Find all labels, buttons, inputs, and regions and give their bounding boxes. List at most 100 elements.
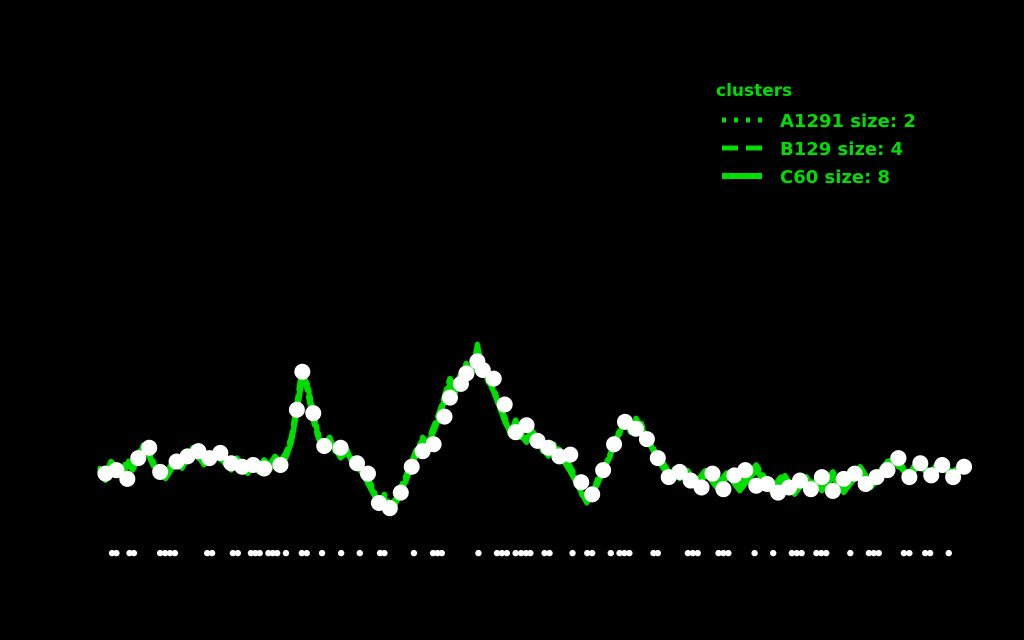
rug-tick (654, 549, 662, 557)
scatter-marker (606, 436, 623, 453)
rug-tick (588, 549, 596, 557)
rug-tick (108, 549, 116, 557)
scatter-marker (496, 396, 513, 413)
scatter-marker (349, 455, 366, 472)
rug-tick (130, 549, 138, 557)
scatter-marker (305, 405, 322, 422)
scatter-marker (212, 444, 229, 461)
rug-tick (269, 549, 277, 557)
rug-tick (900, 549, 908, 557)
legend-entry-2[interactable]: C60 size: 8 (722, 167, 890, 188)
rug-tick (823, 549, 830, 557)
scatter-marker (332, 439, 349, 456)
scatter-marker (704, 465, 721, 482)
scatter-marker (474, 362, 491, 378)
rug-tick (298, 549, 305, 557)
rug-tick (813, 549, 820, 557)
rug-tick (906, 549, 913, 557)
rug-tick (303, 549, 310, 557)
scatter-marker (436, 408, 453, 425)
rug-tick (770, 549, 777, 557)
scatter-marker (119, 470, 136, 487)
rug-tick (512, 549, 519, 557)
scatter-marker (923, 467, 940, 484)
scatter-marker (442, 389, 458, 406)
scatter-marker (381, 500, 398, 517)
rug-tick (161, 549, 169, 557)
rug-tick (788, 549, 795, 557)
scatter-marker (737, 462, 754, 479)
rug-tick (798, 549, 805, 557)
rug-tick (725, 549, 732, 557)
rug-tick (720, 549, 727, 557)
scatter-marker (108, 462, 125, 479)
scatter-marker (573, 474, 590, 491)
scatter-marker (824, 482, 841, 499)
scatter-marker (879, 462, 896, 479)
rug-tick (376, 549, 384, 557)
rug-tick (870, 549, 878, 557)
rug-tick (546, 549, 553, 557)
scatter-marker (627, 420, 644, 437)
rug-tick (621, 549, 628, 557)
rug-tick (715, 549, 722, 557)
scatter-marker (792, 472, 808, 489)
rug-tick (498, 549, 506, 557)
scatter-marker (485, 370, 502, 387)
rug-tick (410, 549, 418, 557)
scatter-marker (912, 455, 929, 472)
scatter-marker (359, 465, 376, 482)
scatter-marker (934, 457, 951, 473)
scatter-marker (715, 481, 732, 498)
rug-tick (252, 549, 259, 557)
scatter-marker (638, 431, 655, 448)
rug-tick (318, 549, 326, 557)
rug-tick (865, 549, 873, 557)
rug-tick (438, 549, 445, 557)
rug-tick (527, 549, 534, 557)
scatter-marker (288, 401, 305, 418)
rug-tick (751, 549, 758, 557)
scatter-marker (901, 469, 918, 486)
scatter-marker (562, 446, 579, 463)
rug-tick (126, 549, 133, 557)
scatter-marker (846, 465, 863, 482)
legend-label-b129: B129 size: 4 (780, 139, 903, 160)
scatter-marker (141, 439, 158, 456)
scatter-marker (813, 469, 830, 486)
rug-tick (945, 549, 952, 557)
rug-tick (475, 549, 482, 557)
rug-tick (818, 549, 825, 557)
rug-plot-layer (108, 549, 952, 557)
rug-tick (926, 549, 934, 557)
scatter-marker (392, 484, 409, 501)
rug-tick (273, 549, 281, 557)
rug-tick (156, 549, 164, 557)
rug-tick (356, 549, 363, 557)
scatter-marker (130, 450, 147, 467)
scatter-marker (316, 438, 333, 454)
rug-tick (626, 549, 633, 557)
scatter-marker (272, 457, 289, 473)
legend-entry-0[interactable]: A1291 size: 2 (722, 111, 916, 132)
rug-tick (434, 549, 441, 557)
rug-tick (847, 549, 854, 557)
rug-tick (684, 549, 692, 557)
rug-tick (689, 549, 697, 557)
rug-tick (166, 549, 174, 557)
scatter-marker (945, 469, 962, 486)
legend-title: clusters (716, 81, 792, 101)
rug-tick (208, 549, 216, 557)
rug-tick (256, 549, 263, 557)
scatter-marker (294, 363, 311, 380)
scatter-marker (425, 436, 442, 453)
scatter-marker (649, 450, 666, 467)
scatter-marker (671, 463, 688, 480)
rug-tick (171, 549, 179, 557)
legend-entry-1[interactable]: B129 size: 4 (722, 139, 903, 160)
rug-tick (922, 549, 929, 557)
rug-tick (503, 549, 511, 557)
rug-tick (234, 549, 242, 557)
